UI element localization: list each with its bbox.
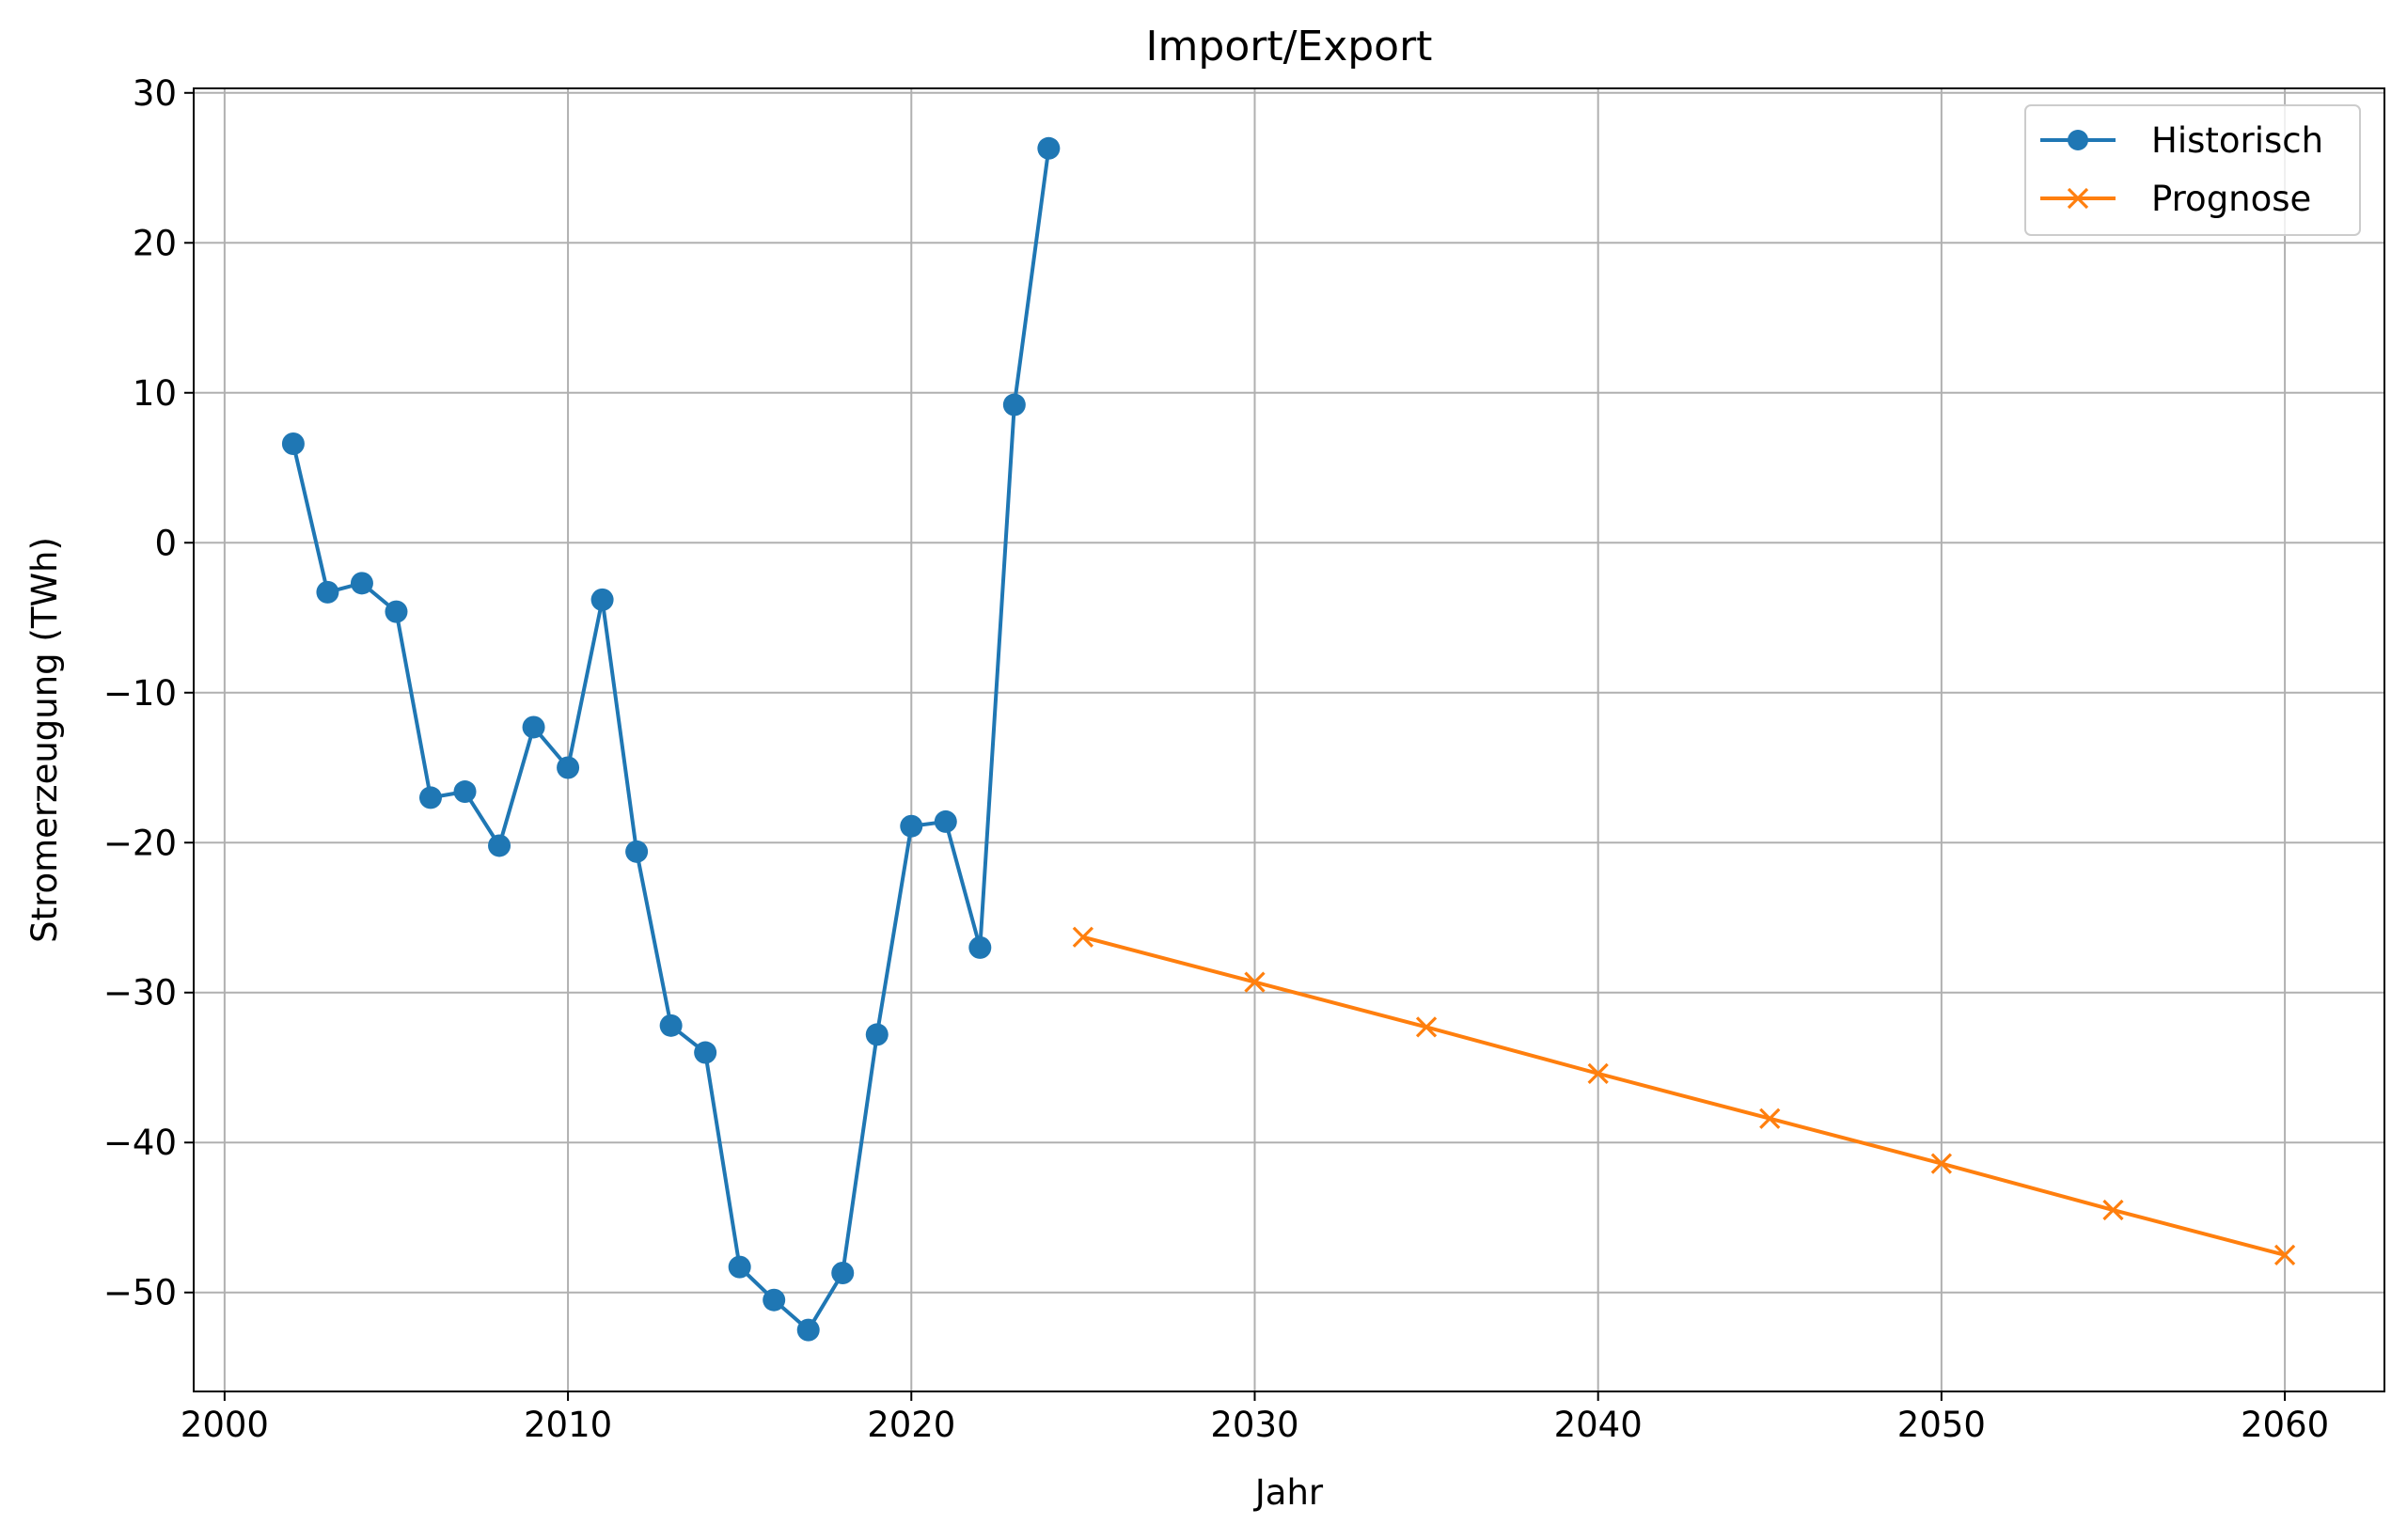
y-tick-label: 0 bbox=[154, 523, 177, 563]
data-point-prognose bbox=[1759, 1108, 1781, 1129]
data-point-prognose bbox=[2102, 1199, 2124, 1221]
y-tick-label: 30 bbox=[133, 73, 177, 114]
x-tick-label: 2030 bbox=[1210, 1405, 1298, 1445]
series-layer bbox=[281, 136, 2296, 1342]
x-tick-label: 2060 bbox=[2241, 1405, 2329, 1445]
data-point-historisch bbox=[968, 935, 992, 959]
data-point-historisch bbox=[865, 1023, 889, 1046]
data-point-prognose bbox=[1415, 1016, 1438, 1038]
y-axis-label: Stromerzeugung (TWh) bbox=[24, 537, 65, 943]
x-tick-label: 2000 bbox=[181, 1405, 269, 1445]
legend-marker-prognose bbox=[2067, 187, 2089, 210]
data-point-historisch bbox=[900, 814, 923, 838]
data-point-historisch bbox=[831, 1262, 855, 1284]
data-point-prognose bbox=[2273, 1244, 2296, 1265]
data-point-historisch bbox=[694, 1041, 717, 1064]
plot-frame bbox=[193, 87, 2385, 1392]
data-point-historisch bbox=[590, 588, 614, 611]
data-point-prognose bbox=[1072, 926, 1094, 948]
y-tick-label: 20 bbox=[133, 223, 177, 263]
data-point-historisch bbox=[350, 572, 373, 595]
data-point-historisch bbox=[453, 780, 477, 804]
data-point-prognose bbox=[1587, 1062, 1609, 1085]
x-tick-label: 2040 bbox=[1554, 1405, 1643, 1445]
data-point-historisch bbox=[1002, 393, 1026, 416]
axes: 2000 2010 2020 2030 2040 2050 20603020100−10−2… bbox=[103, 73, 2329, 1445]
chart-title: Import/Export bbox=[1146, 23, 1433, 71]
data-point-prognose bbox=[1244, 971, 1266, 993]
data-point-historisch bbox=[625, 840, 649, 863]
legend-label-historisch: Historisch bbox=[2151, 120, 2323, 161]
y-tick-label: −40 bbox=[103, 1123, 177, 1163]
data-point-historisch bbox=[934, 809, 957, 833]
data-point-historisch bbox=[385, 600, 408, 623]
data-point-historisch bbox=[796, 1318, 820, 1342]
legend-marker-historisch bbox=[2068, 130, 2088, 150]
data-point-historisch bbox=[281, 432, 305, 455]
legend-box bbox=[2024, 104, 2361, 236]
data-point-prognose bbox=[1930, 1153, 1953, 1174]
data-point-historisch bbox=[316, 580, 339, 604]
x-tick-label: 2050 bbox=[1897, 1405, 1986, 1445]
y-tick-label: −30 bbox=[103, 973, 177, 1014]
data-point-historisch bbox=[659, 1014, 683, 1037]
y-tick-label: −50 bbox=[103, 1273, 177, 1313]
legend-label-prognose: Prognose bbox=[2151, 179, 2311, 219]
series-line-prognose bbox=[1082, 935, 2286, 1257]
data-point-historisch bbox=[728, 1255, 751, 1279]
x-tick-label: 2020 bbox=[867, 1405, 955, 1445]
y-tick-label: −10 bbox=[103, 673, 177, 714]
data-point-historisch bbox=[488, 834, 511, 857]
x-tick-label: 2010 bbox=[524, 1405, 612, 1445]
legend: Historisch Prognose bbox=[2024, 104, 2361, 236]
data-point-historisch bbox=[522, 715, 545, 739]
y-tick-label: −20 bbox=[103, 823, 177, 863]
data-point-historisch bbox=[418, 786, 442, 809]
y-tick-label: 10 bbox=[133, 373, 177, 414]
data-point-historisch bbox=[1037, 136, 1061, 160]
data-point-historisch bbox=[763, 1288, 786, 1312]
data-point-historisch bbox=[557, 756, 580, 779]
x-axis-label: Jahr bbox=[1253, 1472, 1324, 1513]
